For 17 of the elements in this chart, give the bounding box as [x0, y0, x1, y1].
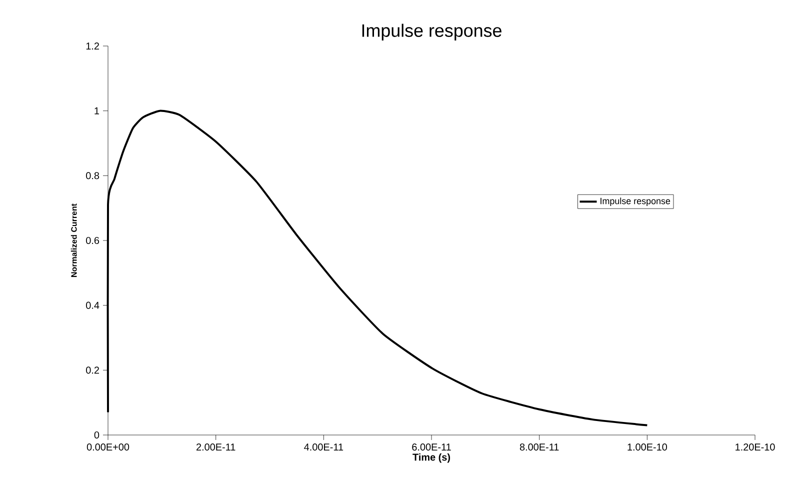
x-tick-label: 0.00E+00: [86, 444, 130, 451]
legend-label: Impulse response: [600, 198, 670, 206]
y-tick-label: 1: [94, 107, 100, 114]
y-tick-label: 0: [94, 431, 100, 439]
x-tick-label: 1.00E-10: [628, 444, 667, 451]
x-tick-label: 6.00E-11: [412, 444, 451, 451]
y-tick-label: 0.2: [86, 366, 99, 374]
y-tick-label: 0.6: [86, 236, 100, 244]
y-tick-label: 0.4: [86, 302, 100, 309]
x-tick-label: 4.00E-11: [304, 444, 344, 451]
y-tick-label: 0.8: [86, 172, 100, 180]
x-tick-label: 2.00E-11: [196, 444, 236, 451]
x-tick-label: 1.20E-10: [736, 444, 775, 451]
x-tick-label: 8.00E-11: [520, 444, 559, 451]
x-axis-title: Time (s): [412, 453, 450, 463]
y-tick-label: 1.2: [86, 42, 99, 50]
chart-title: Impulse response: [362, 24, 502, 40]
